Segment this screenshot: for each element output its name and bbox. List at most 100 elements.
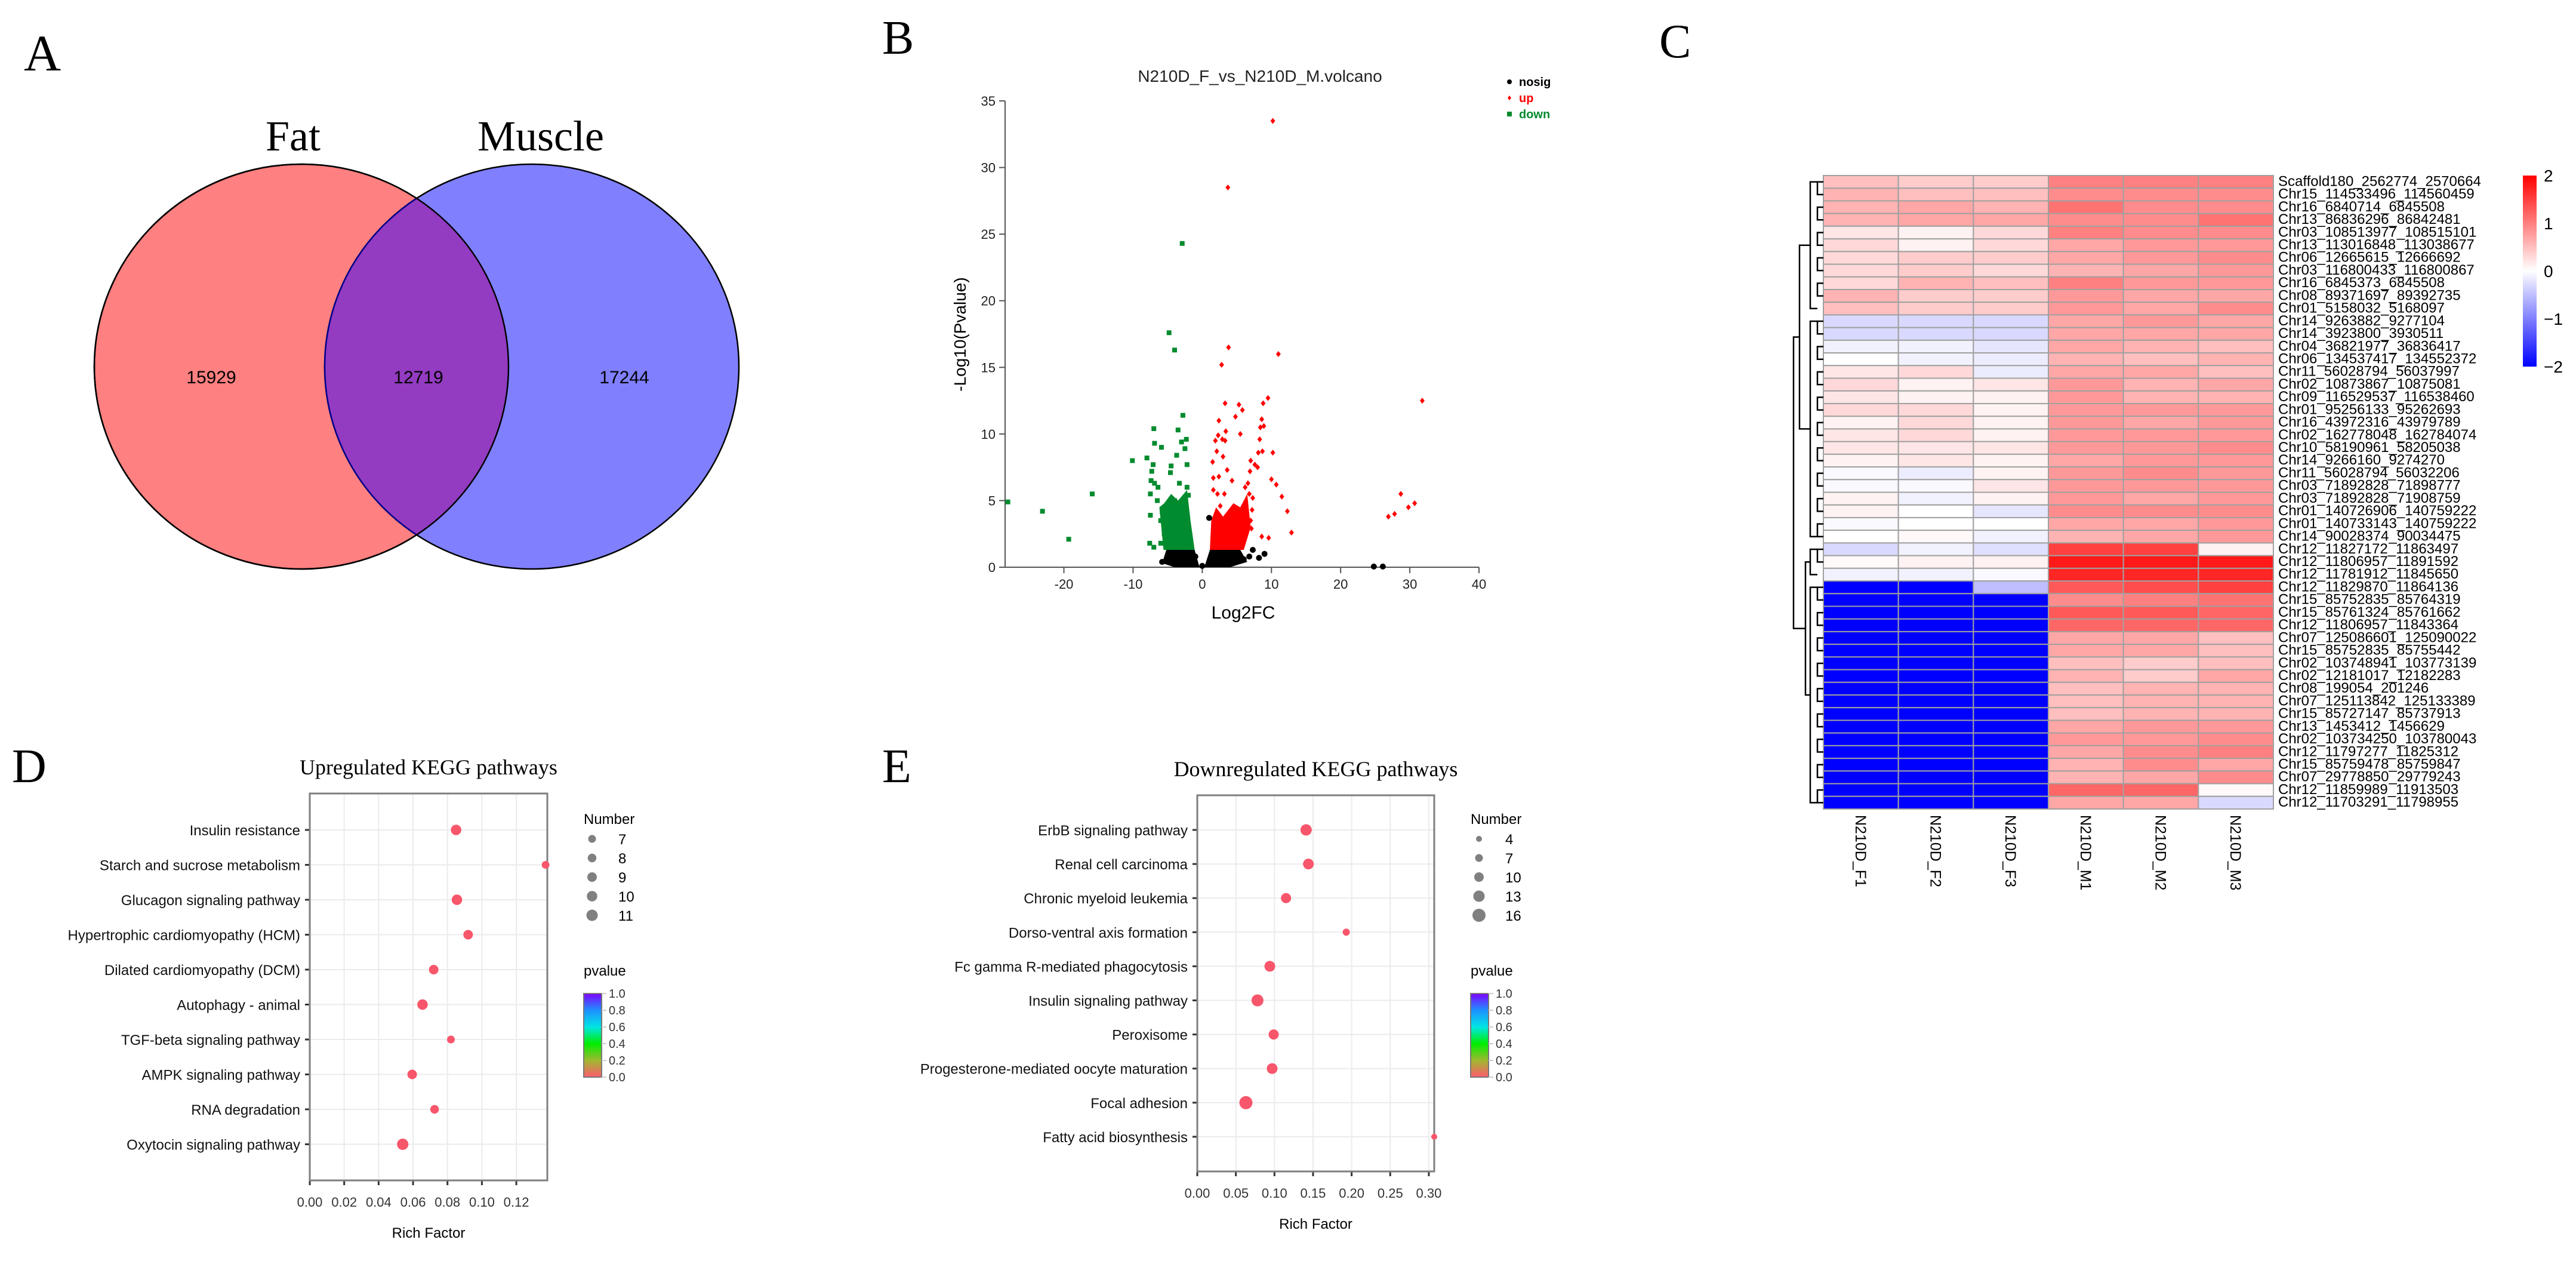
heatmap-cell <box>2198 276 2274 290</box>
heatmap-cell <box>1897 530 1974 544</box>
heatmap-cell <box>2048 200 2124 214</box>
heatmap-cell <box>2198 707 2274 721</box>
volcano-point-up <box>1248 457 1253 464</box>
heatmap-cell <box>1823 605 1899 620</box>
heatmap-cell <box>1823 263 1899 278</box>
pathway-label: Glucagon signaling pathway <box>121 893 300 909</box>
dendrogram-branch <box>1809 586 1817 804</box>
heatmap-cell <box>1973 377 2049 392</box>
volcano-point-up <box>1392 510 1397 517</box>
pathway-dot <box>1251 994 1264 1007</box>
pathway-label: Insulin resistance <box>190 823 300 839</box>
volcano-point-down <box>1158 445 1164 450</box>
heatmap-cell <box>1973 276 2049 290</box>
x-tick-label: 0.10 <box>469 1195 495 1210</box>
volcano-point-down <box>1177 481 1182 486</box>
venn-label-fat: Fat <box>266 112 321 160</box>
heatmap-row-label: Chr06_12665615_12666692 <box>2278 250 2461 266</box>
volcano-point-up <box>1236 401 1241 408</box>
heatmap-cell <box>2198 339 2274 354</box>
heatmap-row-label: Chr15_85752835_85764319 <box>2278 592 2461 608</box>
heatmap-cell <box>2122 365 2199 379</box>
heatmap-cell <box>2048 593 2124 607</box>
size-legend-label: 16 <box>1505 908 1521 924</box>
heatmap-cell <box>2198 466 2274 481</box>
venn-count-both: 12719 <box>393 368 443 387</box>
volcano-point-up <box>1222 491 1227 497</box>
heatmap-cell <box>2048 795 2124 810</box>
heatmap-cell <box>2048 630 2124 645</box>
heatmap-row-label: Chr13_86836296_86842481 <box>2278 211 2461 227</box>
pathway-dot <box>417 999 428 1010</box>
heatmap-cell <box>1823 339 1899 354</box>
x-tick-label: 0.06 <box>400 1195 426 1210</box>
heatmap-cell <box>2048 453 2124 468</box>
heatmap-cell <box>1897 327 1974 341</box>
heatmap-cell <box>2122 175 2199 189</box>
heatmap-cell <box>2122 605 2199 620</box>
heatmap-cell <box>1823 644 1899 658</box>
pvalue-legend-title: pvalue <box>584 963 626 979</box>
volcano-point-up <box>1226 344 1231 350</box>
heatmap-cell <box>1897 352 1974 367</box>
plot-title: Downregulated KEGG pathways <box>1174 757 1458 781</box>
heatmap-row-label: Chr03_108513977_108515101 <box>2278 224 2476 240</box>
heatmap-row-label: Chr15_85727147_85737913 <box>2278 706 2461 722</box>
heatmap-row-label: Chr07_125113842_125133389 <box>2278 693 2476 709</box>
dendrogram-branch <box>1816 764 1823 779</box>
size-legend-label: 13 <box>1505 889 1521 905</box>
heatmap-cell <box>1973 618 2049 632</box>
heatmap-cell <box>1823 567 1899 582</box>
volcano-point-down <box>1180 413 1185 418</box>
heatmap-cell <box>1897 656 1974 671</box>
heatmap-row-label: Chr12_11703291_11798955 <box>2278 794 2458 810</box>
dendrogram-branch <box>1816 371 1823 386</box>
volcano-x-label: Log2FC <box>1212 603 1275 623</box>
heatmap-cell <box>2122 352 2199 367</box>
volcano-point-down <box>1155 485 1161 490</box>
heatmap-row-label: Chr12_11829870_11864136 <box>2278 579 2458 595</box>
volcano-point-nosig <box>1379 563 1386 570</box>
pathway-dot <box>451 825 461 835</box>
heatmap-cell <box>1823 225 1899 240</box>
heatmap-cell <box>2048 694 2124 709</box>
volcano-point-down <box>1184 485 1190 490</box>
heatmap-cell <box>2122 390 2199 404</box>
heatmap-cell <box>2198 302 2274 316</box>
volcano-point-down <box>1186 493 1191 498</box>
dendrogram-branch <box>1809 548 1817 576</box>
dendrogram-branch <box>1816 422 1823 436</box>
size-legend-label: 4 <box>1505 832 1513 848</box>
heatmap-row-label: Chr03_116800433_116800867 <box>2278 262 2475 278</box>
size-legend-dot <box>1474 872 1484 882</box>
heatmap-cell <box>2198 390 2274 404</box>
volcano-point-up <box>1230 477 1235 484</box>
pvalue-tick-label: 0.8 <box>609 1004 625 1017</box>
x-axis-label: Rich Factor <box>1279 1216 1352 1232</box>
heatmap-cell <box>2198 605 2274 620</box>
heatmap-cell <box>1973 238 2049 253</box>
heatmap-cell <box>2048 441 2124 455</box>
x-tick-label: 0.15 <box>1301 1186 1326 1201</box>
heatmap-cell <box>1897 466 1974 481</box>
heatmap-cell <box>1823 390 1899 404</box>
volcano-point-up <box>1214 448 1219 454</box>
volcano-point-up <box>1247 491 1252 497</box>
volcano-point-down <box>1182 525 1188 530</box>
heatmap-cell <box>1973 428 2049 442</box>
volcano-point-up <box>1238 430 1243 437</box>
heatmap-cell <box>1973 365 2049 379</box>
pvalue-tick-label: 1.0 <box>1496 988 1512 1001</box>
size-legend-label: 10 <box>618 889 634 905</box>
heatmap-cell <box>2198 758 2274 772</box>
size-legend-dot <box>1472 909 1486 922</box>
heatmap-cell <box>2198 732 2274 746</box>
heatmap-cell <box>1973 694 2049 709</box>
heatmap-cell <box>2048 365 2124 379</box>
pathway-label: Insulin signaling pathway <box>1028 994 1188 1010</box>
volcano-point-down <box>1148 478 1154 483</box>
heatmap-cell <box>1973 327 2049 341</box>
heatmap-cell <box>2122 441 2199 455</box>
heatmap-cell <box>2048 770 2124 785</box>
